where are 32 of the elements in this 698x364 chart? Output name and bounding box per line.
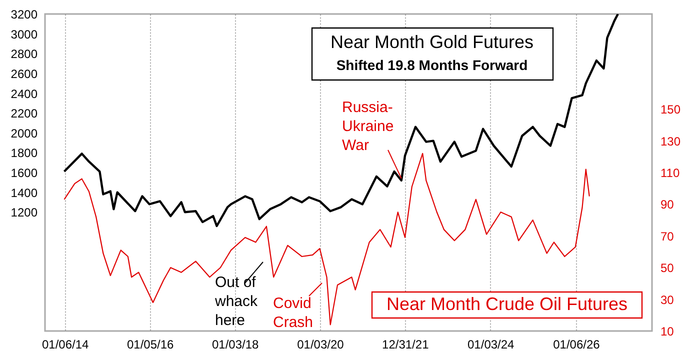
x-tick-label: 12/31/21 [382,338,430,352]
y2-tick-label: 130 [660,134,681,148]
y2-tick-label: 110 [660,166,680,180]
y2-tick-label: 150 [660,102,681,117]
x-tick-label: 01/06/14 [42,338,90,352]
x-tick-label: 01/03/18 [212,338,260,352]
annotation: Russia- Ukraine War [342,99,394,154]
y-tick-label: 1200 [10,206,38,220]
y-tick-label: 3000 [10,27,38,42]
line-series [63,14,620,228]
y2-tick-label: 30 [660,292,674,307]
x-tick-label: 01/03/24 [468,338,515,352]
series-label: Near Month Crude Oil Futures [386,294,628,314]
y-tick-label: 2000 [10,126,38,140]
x-tick-label: 01/05/16 [126,338,174,352]
annotation: Out of whack here [214,274,258,329]
y2-tick-label: 10 [660,324,674,338]
y-tick-label: 1600 [10,166,38,180]
y2-tick-label: 50 [660,261,674,276]
x-tick-label: 01/06/26 [553,338,600,352]
annotation: Covid Crash [273,295,314,331]
y2-tick-label: 70 [660,229,674,244]
x-tick-label: 01/03/20 [297,338,344,352]
y-tick-label: 3200 [10,8,38,22]
y-tick-label: 1800 [10,146,38,160]
y-tick-label: 1400 [10,186,38,200]
y-tick-label: 2800 [10,47,38,62]
y-tick-label: 2200 [10,106,38,121]
y-tick-label: 2600 [10,66,38,81]
y2-tick-label: 90 [660,198,674,212]
text: Near Month Gold Futures Shifted 19.8 Months Forward [330,32,534,73]
y-tick-label: 2400 [10,86,38,101]
